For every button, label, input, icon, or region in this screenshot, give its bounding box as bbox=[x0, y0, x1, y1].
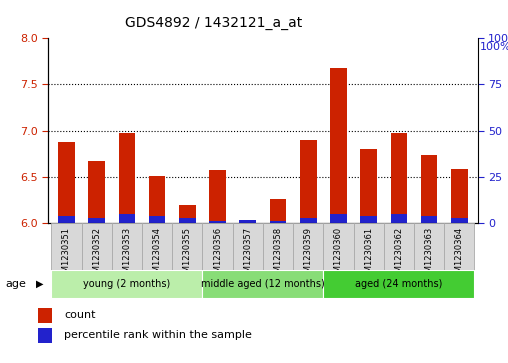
Text: GSM1230361: GSM1230361 bbox=[364, 227, 373, 283]
Text: GSM1230355: GSM1230355 bbox=[183, 227, 192, 283]
Bar bbox=[300, 218, 316, 223]
Bar bbox=[451, 169, 468, 223]
Bar bbox=[300, 140, 316, 223]
Text: GSM1230359: GSM1230359 bbox=[304, 227, 313, 283]
Bar bbox=[414, 223, 444, 270]
Text: count: count bbox=[64, 310, 96, 320]
Bar bbox=[172, 223, 202, 270]
Bar bbox=[451, 218, 468, 223]
Text: GSM1230358: GSM1230358 bbox=[273, 227, 282, 283]
Bar bbox=[202, 223, 233, 270]
Bar bbox=[51, 223, 81, 270]
Bar bbox=[51, 270, 202, 298]
Bar bbox=[270, 221, 287, 223]
Bar bbox=[293, 223, 324, 270]
Text: young (2 months): young (2 months) bbox=[83, 279, 171, 289]
Text: GSM1230360: GSM1230360 bbox=[334, 227, 343, 283]
Text: age: age bbox=[5, 279, 26, 289]
Text: GSM1230356: GSM1230356 bbox=[213, 227, 222, 283]
Bar bbox=[330, 214, 347, 223]
Bar bbox=[149, 176, 166, 223]
Bar bbox=[354, 223, 384, 270]
Bar bbox=[233, 223, 263, 270]
Text: GSM1230357: GSM1230357 bbox=[243, 227, 252, 283]
Bar bbox=[324, 223, 354, 270]
Bar bbox=[239, 220, 256, 223]
Bar bbox=[263, 223, 293, 270]
Text: GSM1230353: GSM1230353 bbox=[122, 227, 132, 283]
Bar bbox=[58, 142, 75, 223]
Bar bbox=[391, 214, 407, 223]
Bar bbox=[118, 134, 135, 223]
Text: percentile rank within the sample: percentile rank within the sample bbox=[64, 330, 252, 340]
Text: GSM1230354: GSM1230354 bbox=[152, 227, 162, 283]
Bar bbox=[149, 216, 166, 223]
Bar bbox=[360, 216, 377, 223]
Text: ▶: ▶ bbox=[36, 279, 43, 289]
Bar bbox=[179, 205, 196, 223]
Bar bbox=[81, 223, 112, 270]
Text: aged (24 months): aged (24 months) bbox=[355, 279, 442, 289]
Bar bbox=[270, 199, 287, 223]
Bar bbox=[118, 214, 135, 223]
Bar bbox=[421, 216, 437, 223]
Bar bbox=[209, 170, 226, 223]
Bar bbox=[209, 221, 226, 223]
Bar bbox=[421, 155, 437, 223]
Text: middle aged (12 months): middle aged (12 months) bbox=[201, 279, 325, 289]
Text: GSM1230362: GSM1230362 bbox=[394, 227, 403, 283]
Bar bbox=[330, 68, 347, 223]
Bar bbox=[58, 216, 75, 223]
Bar bbox=[88, 218, 105, 223]
Text: GSM1230363: GSM1230363 bbox=[425, 227, 434, 283]
Text: GDS4892 / 1432121_a_at: GDS4892 / 1432121_a_at bbox=[125, 16, 302, 30]
Bar bbox=[112, 223, 142, 270]
Bar bbox=[444, 223, 474, 270]
Bar bbox=[142, 223, 172, 270]
Text: GSM1230352: GSM1230352 bbox=[92, 227, 101, 283]
Bar bbox=[88, 161, 105, 223]
Bar bbox=[384, 223, 414, 270]
Bar bbox=[179, 218, 196, 223]
Text: GSM1230351: GSM1230351 bbox=[62, 227, 71, 283]
Bar bbox=[360, 149, 377, 223]
Bar bbox=[324, 270, 474, 298]
Text: GSM1230364: GSM1230364 bbox=[455, 227, 464, 283]
Text: 100%: 100% bbox=[480, 42, 508, 52]
Bar bbox=[38, 328, 52, 343]
Bar bbox=[38, 308, 52, 323]
Bar bbox=[202, 270, 324, 298]
Bar bbox=[391, 134, 407, 223]
